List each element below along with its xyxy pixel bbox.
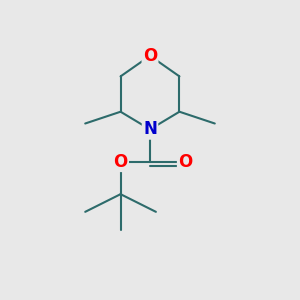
Text: O: O [143, 47, 157, 65]
Text: O: O [178, 153, 193, 171]
Text: O: O [113, 153, 128, 171]
Text: N: N [143, 120, 157, 138]
